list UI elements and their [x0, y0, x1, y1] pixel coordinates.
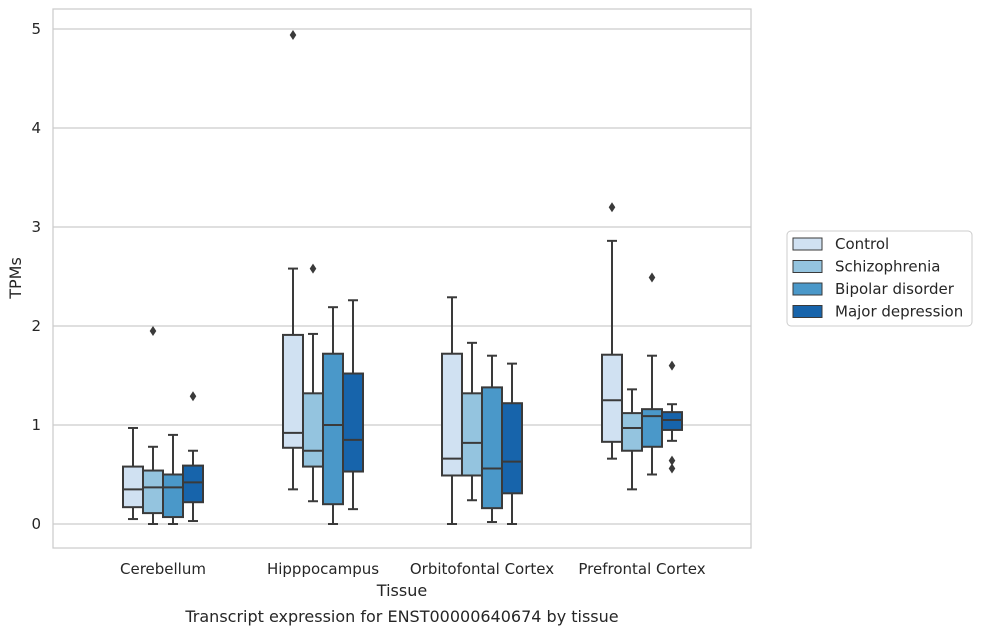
box — [122, 465, 144, 509]
outlier-point — [608, 202, 616, 213]
box — [481, 386, 503, 510]
x-axis-title: Tissue — [376, 581, 427, 600]
outlier-point — [648, 272, 656, 283]
box — [302, 392, 324, 468]
box — [601, 353, 623, 443]
chart-caption: Transcript expression for ENST0000064067… — [184, 607, 618, 626]
y-axis: 0 1 2 3 4 5 — [31, 20, 41, 533]
legend-swatch — [792, 237, 823, 251]
y-axis-title: TPMs — [6, 257, 25, 300]
legend-item: Control — [792, 235, 889, 253]
plot-frame — [52, 8, 752, 549]
legend-label: Control — [835, 235, 889, 253]
outlier-point — [668, 360, 676, 371]
legend-item: Major depression — [792, 303, 963, 321]
box — [501, 402, 523, 495]
box — [182, 464, 204, 504]
legend-swatch — [792, 260, 823, 273]
box — [322, 352, 344, 506]
legend-label: Schizophrenia — [835, 258, 940, 276]
legend: Control Schizophrenia Bipolar disorder Majo… — [786, 230, 973, 327]
box-series — [122, 29, 683, 525]
outlier-point — [668, 455, 676, 466]
y-tick-label: 4 — [31, 119, 41, 137]
series-major-depression — [182, 299, 683, 525]
legend-swatch — [792, 305, 823, 318]
x-tick-label: Prefrontal Cortex — [578, 560, 705, 578]
x-axis: Cerebellum Hipppocampus Orbitofontal Corte… — [120, 560, 706, 578]
outlier-point — [149, 325, 157, 336]
series-control — [122, 29, 623, 525]
outlier-point — [189, 391, 197, 402]
box — [342, 372, 364, 473]
y-tick-label: 2 — [31, 317, 41, 335]
box — [162, 473, 184, 519]
legend-label: Major depression — [835, 303, 963, 321]
box — [621, 412, 643, 452]
box — [641, 408, 663, 448]
outlier-point — [309, 263, 317, 274]
x-tick-label: Hipppocampus — [267, 560, 379, 578]
legend-item: Schizophrenia — [792, 258, 940, 276]
box — [461, 392, 483, 477]
x-tick-label: Cerebellum — [120, 560, 206, 578]
y-tick-label: 0 — [31, 515, 41, 533]
box — [282, 333, 304, 449]
box — [441, 352, 463, 477]
legend-swatch — [792, 282, 823, 296]
legend-frame — [786, 230, 973, 327]
outlier-point — [668, 463, 676, 474]
series-bipolar-disorder — [162, 272, 663, 525]
y-tick-label: 1 — [31, 416, 41, 434]
outlier-point — [289, 29, 297, 40]
legend-item: Bipolar disorder — [792, 280, 955, 298]
x-tick-label: Orbitofontal Cortex — [410, 560, 554, 578]
legend-label: Bipolar disorder — [835, 280, 955, 298]
y-tick-label: 5 — [31, 20, 41, 38]
box — [142, 469, 164, 515]
y-tick-label: 3 — [31, 218, 41, 236]
